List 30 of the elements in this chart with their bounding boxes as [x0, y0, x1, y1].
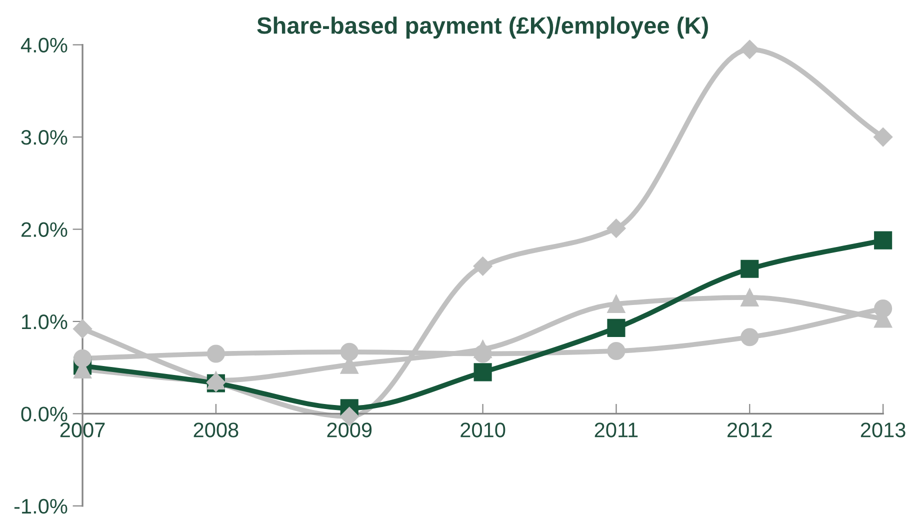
point [607, 342, 626, 360]
point [474, 340, 492, 358]
x-tick-label: 2013 [860, 422, 906, 438]
point [740, 288, 759, 307]
x-tick-label: 2011 [594, 422, 638, 438]
point [607, 318, 626, 337]
point [206, 344, 225, 363]
x-tick-label: 2010 [460, 422, 506, 438]
point [474, 363, 492, 382]
point [72, 319, 92, 338]
point [340, 342, 358, 361]
x-tick-label: 2007 [60, 422, 105, 438]
point [606, 218, 626, 238]
x-tick-label: 2012 [728, 422, 772, 438]
point [473, 256, 492, 276]
point [874, 127, 893, 147]
point [740, 40, 760, 59]
point [740, 328, 759, 346]
y-tick-label: 4.0% [20, 38, 68, 53]
y-tick-label: 3.0% [21, 130, 68, 145]
chart-title: Share-based payment (£K)/employee (K) [257, 16, 708, 39]
y-tick-label: 2.0% [22, 222, 68, 237]
point [607, 294, 626, 313]
y-tick-label: 0.0% [21, 406, 68, 422]
point [740, 260, 759, 278]
y-tick-label: 1.0% [22, 314, 68, 330]
x-tick-label: 2009 [327, 422, 372, 438]
point [874, 231, 892, 250]
x-tick-label: 2008 [194, 422, 238, 438]
y-tick-label: -1.0% [14, 498, 68, 514]
